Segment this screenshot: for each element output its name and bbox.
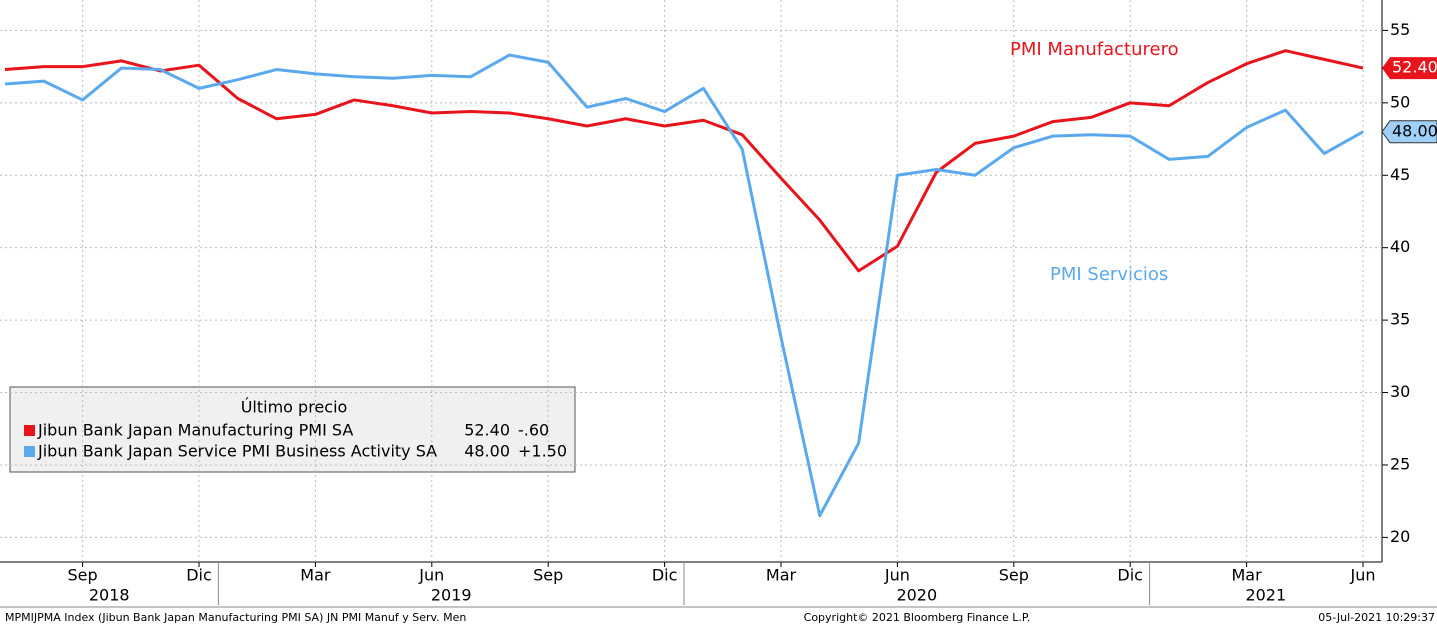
- x-tick-label: Mar: [1232, 566, 1263, 585]
- footer-center: Copyright© 2021 Bloomberg Finance L.P.: [804, 611, 1031, 624]
- legend-box: [9, 386, 576, 473]
- y-tick-label: 40: [1390, 237, 1410, 256]
- last-value-tag: [1382, 57, 1437, 80]
- x-tick-label: Dic: [652, 566, 678, 585]
- legend-title: Último precio: [241, 398, 348, 417]
- y-tick-label: 45: [1390, 165, 1410, 184]
- footer-right: 05-Jul-2021 10:29:37: [1318, 611, 1435, 624]
- last-value-label: 48.00: [1392, 121, 1437, 140]
- x-tick-label: Dic: [186, 566, 212, 585]
- y-tick-label: 50: [1390, 92, 1410, 111]
- x-tick-label: Jun: [884, 566, 910, 585]
- legend-label: Jibun Bank Japan Service PMI Business Ac…: [37, 442, 437, 461]
- x-tick-label: Sep: [533, 566, 563, 585]
- last-value-tag: [1381, 120, 1437, 144]
- legend-value: 48.00: [464, 442, 510, 461]
- year-label: 2018: [89, 586, 130, 605]
- annotation: PMI Servicios: [1050, 264, 1168, 285]
- year-label: 2020: [896, 586, 937, 605]
- legend-value: 52.40: [464, 421, 510, 440]
- legend-swatch: [24, 425, 35, 436]
- series-line: [4, 53, 1364, 518]
- y-tick-label: 20: [1390, 527, 1410, 546]
- footer-left: MPMIJPMA Index (Jibun Bank Japan Manufac…: [5, 611, 466, 624]
- y-tick-label: 55: [1390, 20, 1410, 39]
- annotation: PMI Manufacturero: [1010, 39, 1179, 60]
- y-tick-label: 35: [1390, 310, 1410, 329]
- x-tick-label: Jun: [1350, 566, 1376, 585]
- series-line: [4, 49, 1364, 273]
- x-tick-label: Mar: [766, 566, 797, 585]
- year-label: 2019: [431, 586, 472, 605]
- x-tick-label: Sep: [999, 566, 1029, 585]
- legend-change: -.60: [518, 421, 549, 440]
- x-tick-label: Sep: [68, 566, 98, 585]
- legend-label: Jibun Bank Japan Manufacturing PMI SA: [37, 421, 353, 440]
- y-tick-label: 30: [1390, 382, 1410, 401]
- y-tick-label: 25: [1390, 454, 1410, 473]
- x-tick-label: Jun: [418, 566, 444, 585]
- year-label: 2021: [1245, 586, 1286, 605]
- legend-swatch: [24, 446, 35, 457]
- legend-change: +1.50: [518, 442, 567, 461]
- x-tick-label: Mar: [300, 566, 331, 585]
- last-value-label: 52.40: [1392, 58, 1437, 77]
- x-tick-label: Dic: [1117, 566, 1143, 585]
